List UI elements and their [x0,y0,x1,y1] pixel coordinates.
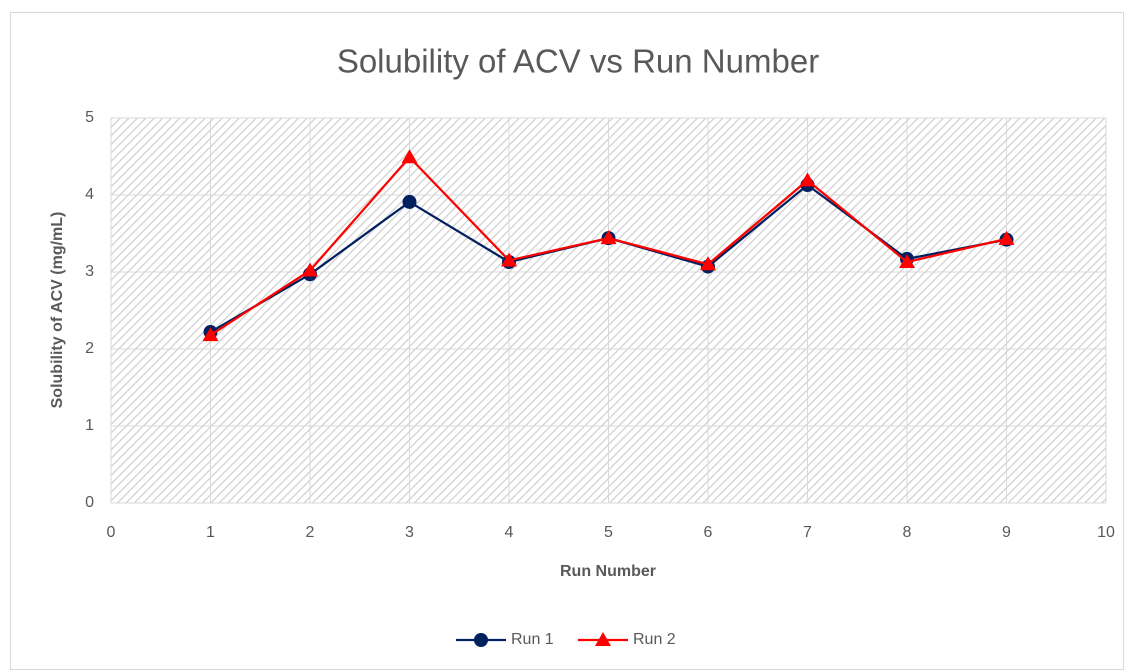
marker [501,252,517,267]
x-tick-label: 0 [107,524,116,541]
marker [600,230,617,245]
marker [595,632,611,646]
y-tick-label: 3 [85,263,94,280]
x-axis-label: Run Number [560,563,656,580]
x-tick-label: 6 [704,524,713,541]
x-tick-label: 4 [505,524,514,541]
marker [402,194,417,209]
x-tick-label: 7 [803,524,812,541]
chart-title: Solubility of ACV vs Run Number [337,43,819,80]
x-tick-label: 1 [206,524,215,541]
marker [401,149,418,164]
marker [700,256,716,271]
marker [799,172,816,187]
x-tick-label: 9 [1002,524,1011,541]
marker [302,262,318,277]
y-tick-label: 2 [85,340,94,357]
y-tick-label: 5 [85,109,94,126]
y-axis-label: Solubility of ACV (mg/mL) [49,212,66,409]
marker [474,633,488,647]
legend-label: Run 2 [633,631,676,648]
y-tick-label: 0 [85,494,94,511]
y-tick-label: 4 [85,186,94,203]
marker [899,253,915,268]
marker [202,327,219,342]
x-tick-label: 8 [903,524,912,541]
x-tick-label: 3 [405,524,414,541]
y-tick-label: 1 [85,417,94,434]
x-tick-label: 10 [1097,524,1115,541]
marker [998,230,1015,245]
legend-label: Run 1 [511,631,554,648]
x-tick-label: 5 [604,524,613,541]
x-tick-label: 2 [306,524,315,541]
